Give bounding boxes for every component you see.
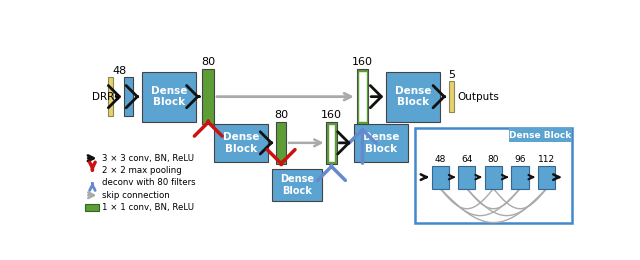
Text: 80: 80	[274, 110, 288, 120]
Text: Dense
Block: Dense Block	[362, 132, 399, 154]
Text: 5: 5	[448, 70, 455, 80]
Text: 112: 112	[538, 155, 555, 164]
Bar	[538, 166, 555, 189]
Text: deconv with 80 filters: deconv with 80 filters	[102, 178, 196, 187]
Bar	[511, 166, 529, 189]
Bar	[202, 69, 214, 124]
Text: 1 × 1 conv, BN, ReLU: 1 × 1 conv, BN, ReLU	[102, 203, 195, 212]
Text: Dense
Block: Dense Block	[151, 86, 188, 107]
Bar	[124, 77, 134, 116]
Text: 48: 48	[113, 66, 127, 76]
Bar	[353, 124, 408, 162]
Text: 48: 48	[435, 155, 446, 164]
Bar	[276, 122, 286, 164]
Text: Outputs: Outputs	[458, 92, 499, 102]
Bar	[358, 71, 367, 122]
Bar	[328, 124, 335, 162]
Text: 96: 96	[515, 155, 525, 164]
Text: 2 × 2 max pooling: 2 × 2 max pooling	[102, 166, 182, 175]
Text: skip connection: skip connection	[102, 191, 170, 200]
Text: 3 × 3 conv, BN, ReLU: 3 × 3 conv, BN, ReLU	[102, 154, 195, 163]
Text: DRRs: DRRs	[92, 92, 120, 102]
Text: 160: 160	[321, 110, 342, 120]
Text: 80: 80	[488, 155, 499, 164]
Bar	[485, 166, 502, 189]
Bar	[509, 128, 572, 142]
Text: 160: 160	[352, 57, 373, 67]
Text: Dense
Block: Dense Block	[280, 174, 314, 196]
Bar	[432, 166, 449, 189]
Bar	[214, 124, 268, 162]
Text: Dense
Block: Dense Block	[223, 132, 259, 154]
Bar	[386, 72, 440, 122]
Bar	[415, 128, 572, 223]
Bar	[108, 77, 113, 116]
Bar	[356, 69, 368, 124]
Bar	[326, 122, 337, 164]
Bar	[85, 204, 99, 211]
Bar	[272, 169, 322, 201]
Text: Dense
Block: Dense Block	[395, 86, 431, 107]
Text: Dense Block: Dense Block	[509, 131, 572, 140]
Bar	[142, 72, 196, 122]
Text: 80: 80	[201, 57, 215, 67]
Bar	[449, 81, 454, 112]
Bar	[458, 166, 476, 189]
Text: 64: 64	[461, 155, 472, 164]
